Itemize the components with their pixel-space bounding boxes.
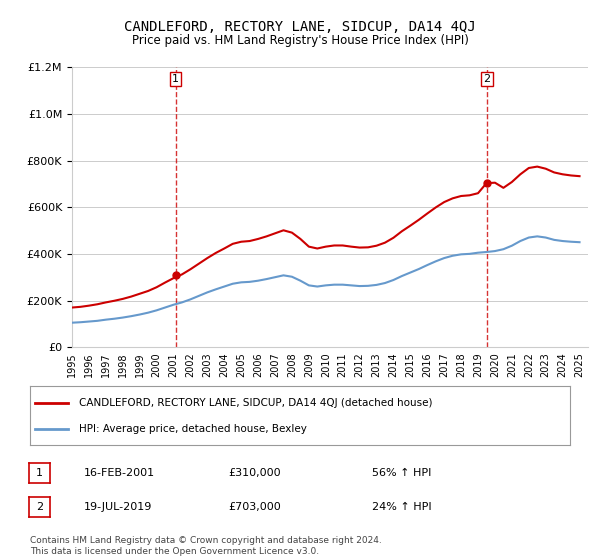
Text: £310,000: £310,000	[228, 468, 281, 478]
Text: CANDLEFORD, RECTORY LANE, SIDCUP, DA14 4QJ: CANDLEFORD, RECTORY LANE, SIDCUP, DA14 4…	[124, 20, 476, 34]
Text: 24% ↑ HPI: 24% ↑ HPI	[372, 502, 431, 512]
Text: £703,000: £703,000	[228, 502, 281, 512]
Text: 1: 1	[172, 74, 179, 84]
Text: 56% ↑ HPI: 56% ↑ HPI	[372, 468, 431, 478]
Text: 19-JUL-2019: 19-JUL-2019	[84, 502, 152, 512]
Text: 2: 2	[36, 502, 43, 512]
Text: CANDLEFORD, RECTORY LANE, SIDCUP, DA14 4QJ (detached house): CANDLEFORD, RECTORY LANE, SIDCUP, DA14 4…	[79, 398, 432, 408]
Text: 1: 1	[36, 468, 43, 478]
Text: 2: 2	[484, 74, 491, 84]
Text: Price paid vs. HM Land Registry's House Price Index (HPI): Price paid vs. HM Land Registry's House …	[131, 34, 469, 46]
Text: Contains HM Land Registry data © Crown copyright and database right 2024.
This d: Contains HM Land Registry data © Crown c…	[30, 536, 382, 556]
Text: HPI: Average price, detached house, Bexley: HPI: Average price, detached house, Bexl…	[79, 424, 307, 434]
Text: 16-FEB-2001: 16-FEB-2001	[84, 468, 155, 478]
